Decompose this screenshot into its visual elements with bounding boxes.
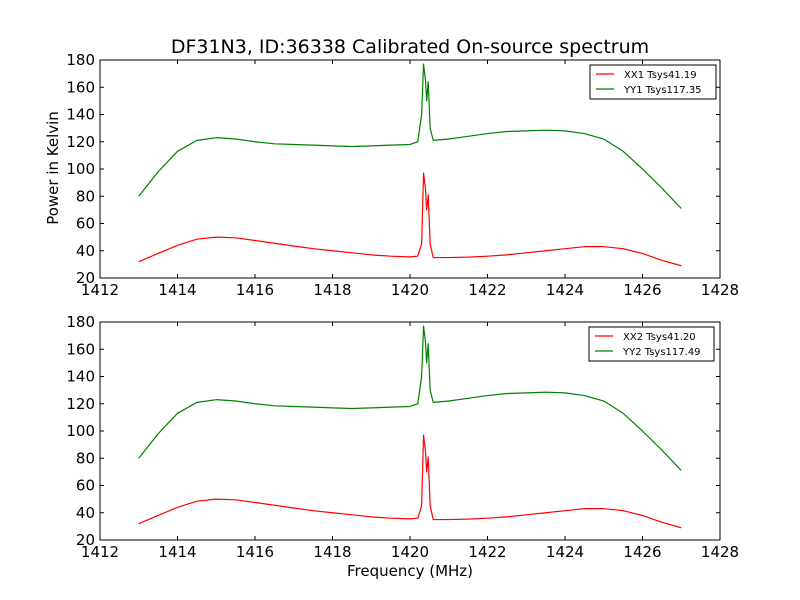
x-tick-label: 1428 — [701, 281, 739, 299]
y-tick-label: 40 — [76, 242, 95, 260]
legend-label: YY1 Tsys117.35 — [623, 85, 702, 96]
top-panel: 1412 1414 1416 1418 1420 1422 1424 1426 1428 20 40… — [66, 51, 739, 299]
y-tick-label: 80 — [76, 449, 95, 467]
y-tick-label: 100 — [66, 422, 95, 440]
y-tick-label: 20 — [76, 269, 95, 287]
y-tick-label: 160 — [66, 78, 95, 96]
legend-label: XX1 Tsys41.19 — [624, 70, 697, 81]
x-tick-label: 1420 — [391, 543, 429, 561]
y-axis-label: Power in Kelvin — [44, 111, 62, 225]
chart-title: DF31N3, ID:36338 Calibrated On-source sp… — [171, 36, 649, 58]
bottom-panel: 1412 1414 1416 1418 1420 1422 1424 1426 1428 20 40… — [66, 313, 739, 561]
y-tick-label: 140 — [66, 368, 95, 386]
series-line-yy2 — [138, 325, 682, 471]
legend: XX2 Tsys41.20 YY2 Tsys117.49 — [588, 326, 715, 362]
x-tick-label: 1418 — [313, 281, 351, 299]
x-tick-label: 1416 — [236, 281, 274, 299]
x-tick-label: 1426 — [623, 543, 661, 561]
y-tick-label: 40 — [76, 504, 95, 522]
y-tick-label: 80 — [76, 187, 95, 205]
x-tick-label: 1412 — [81, 281, 119, 299]
x-tick-label: 1422 — [468, 543, 506, 561]
series-line-yy1 — [138, 63, 682, 209]
x-tick-label: 1412 — [81, 543, 119, 561]
x-tick-label: 1416 — [236, 543, 274, 561]
y-tick-label: 120 — [66, 395, 95, 413]
series-line-xx2 — [138, 434, 682, 529]
x-tick-label: 1426 — [623, 281, 661, 299]
y-tick-label: 60 — [76, 215, 95, 233]
y-tick-label: 120 — [66, 133, 95, 151]
legend-box — [589, 64, 717, 100]
y-tick-label: 180 — [66, 51, 95, 69]
x-tick-label: 1418 — [313, 543, 351, 561]
x-tick-label: 1424 — [546, 543, 584, 561]
x-tick-label: 1420 — [391, 281, 429, 299]
x-tick-label: 1428 — [701, 543, 739, 561]
legend-label: YY2 Tsys117.49 — [622, 347, 701, 358]
y-tick-label: 180 — [66, 313, 95, 331]
x-tick-label: 1422 — [468, 281, 506, 299]
y-tick-label: 60 — [76, 477, 95, 495]
x-tick-label: 1414 — [158, 281, 196, 299]
y-tick-label: 160 — [66, 340, 95, 358]
x-axis-label: Frequency (MHz) — [347, 562, 473, 580]
legend-label: XX2 Tsys41.20 — [623, 332, 696, 343]
series-line-xx1 — [138, 172, 682, 267]
x-tick-label: 1424 — [546, 281, 584, 299]
x-tick-label: 1414 — [158, 543, 196, 561]
legend: XX1 Tsys41.19 YY1 Tsys117.35 — [589, 64, 717, 100]
y-tick-label: 140 — [66, 106, 95, 124]
legend-box — [588, 326, 715, 362]
y-tick-label: 100 — [66, 160, 95, 178]
y-tick-label: 20 — [76, 531, 95, 549]
